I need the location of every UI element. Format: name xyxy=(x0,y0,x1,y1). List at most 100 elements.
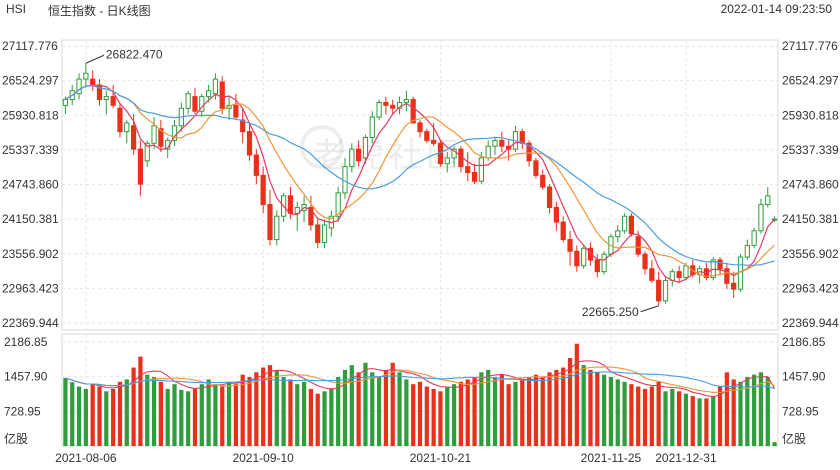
candle-body xyxy=(335,192,341,217)
volume-bar xyxy=(458,381,464,446)
volume-tick-label-right: 2186.85 xyxy=(782,335,826,349)
volume-bar xyxy=(615,379,620,446)
price-tick-label-right: 24743.860 xyxy=(782,178,839,192)
candle-body xyxy=(110,96,116,106)
candle-body xyxy=(390,104,396,109)
volume-tick-label-left: 1457.90 xyxy=(4,370,48,384)
volume-bar xyxy=(233,384,238,446)
volume-bar xyxy=(561,367,566,446)
candle-body xyxy=(765,195,771,206)
candle-body xyxy=(731,282,737,290)
candle-body xyxy=(233,104,239,118)
candle-body xyxy=(246,131,253,156)
volume-bar xyxy=(356,372,361,446)
volume-bar xyxy=(261,367,266,446)
candle-body xyxy=(662,279,669,302)
volume-bar xyxy=(690,396,695,446)
volume-bar xyxy=(540,377,545,446)
candle-body xyxy=(410,99,416,124)
price-tick-label-right: 27117.776 xyxy=(782,39,838,53)
volume-bar xyxy=(574,343,579,446)
candle-body xyxy=(117,107,123,133)
volume-bar xyxy=(131,367,136,446)
candle-body xyxy=(287,195,294,214)
candle-body xyxy=(274,215,280,241)
candle-body xyxy=(192,96,198,112)
volume-bar xyxy=(370,372,375,446)
volume-bar xyxy=(738,381,743,446)
candle-body xyxy=(424,131,430,141)
volume-bar xyxy=(608,377,614,446)
candle-body xyxy=(553,206,559,223)
price-tick-label-right: 25337.339 xyxy=(782,143,839,157)
candle-body xyxy=(83,72,89,80)
candle-body xyxy=(540,174,546,188)
ma20-line xyxy=(65,84,775,266)
candle-body xyxy=(465,166,471,173)
volume-bar xyxy=(83,388,88,446)
watermark-logo xyxy=(300,125,344,169)
volume-bar xyxy=(397,372,402,446)
volume-bar xyxy=(179,389,184,446)
candle-body xyxy=(144,142,150,162)
price-tick-label-left: 24743.860 xyxy=(2,178,59,192)
candle-body xyxy=(205,90,212,98)
volume-bar xyxy=(526,377,532,446)
volume-bar xyxy=(677,391,682,446)
timestamp-label: 2022-01-14 09:23:50 xyxy=(720,2,832,16)
candle-body xyxy=(492,139,498,147)
candle-body xyxy=(485,145,491,159)
volume-bar xyxy=(349,365,354,446)
volume-bar xyxy=(315,393,320,446)
volume-bar xyxy=(451,384,457,446)
volume-bar xyxy=(533,374,539,446)
volume-bar xyxy=(117,381,123,446)
candle-body xyxy=(444,157,450,165)
volume-bar xyxy=(731,379,736,446)
volume-bar xyxy=(697,398,702,446)
volume-tick-label-left: 728.95 xyxy=(4,404,41,418)
candle-body xyxy=(171,125,178,141)
candle-body xyxy=(649,268,655,281)
volume-bar xyxy=(567,358,573,446)
candle-body xyxy=(294,206,300,214)
ma5-line xyxy=(65,84,776,283)
volume-bar xyxy=(254,372,259,446)
candle-body xyxy=(253,154,259,176)
volume-bar xyxy=(172,384,177,446)
volume-bar xyxy=(772,442,777,446)
volume-bar xyxy=(492,377,498,446)
candle-body xyxy=(212,78,219,95)
price-tick-label-left: 23556.902 xyxy=(2,247,59,261)
price-tick-label-right: 22963.423 xyxy=(782,281,839,295)
volume-bar xyxy=(431,388,436,446)
chart-title: 恒生指数 - 日K线图 xyxy=(48,4,151,18)
volume-bar xyxy=(70,382,75,446)
volume-bar xyxy=(342,369,348,446)
candle-body xyxy=(76,78,82,95)
candle-body xyxy=(260,174,266,206)
candle-body xyxy=(315,224,321,243)
candle-body xyxy=(594,259,600,273)
volume-bar xyxy=(622,381,627,446)
volume-bar xyxy=(247,377,252,446)
candle-body xyxy=(137,148,144,185)
volume-bar xyxy=(547,372,552,446)
candle-body xyxy=(526,142,532,162)
candle-body xyxy=(615,230,621,238)
volume-bar xyxy=(758,372,764,446)
volume-tick-label-right: 728.95 xyxy=(782,404,819,418)
volume-bar xyxy=(301,381,307,446)
volume-bar xyxy=(158,381,163,446)
volume-bar xyxy=(465,379,470,446)
volume-bar xyxy=(111,388,116,446)
volume-bar xyxy=(752,374,757,446)
candle-body xyxy=(124,122,130,133)
volume-bar xyxy=(192,388,198,446)
volume-bar xyxy=(63,377,68,446)
candle-body xyxy=(581,247,587,267)
volume-bar xyxy=(124,379,129,446)
volume-bar xyxy=(288,379,293,446)
price-tick-label-left: 25337.339 xyxy=(2,143,59,157)
